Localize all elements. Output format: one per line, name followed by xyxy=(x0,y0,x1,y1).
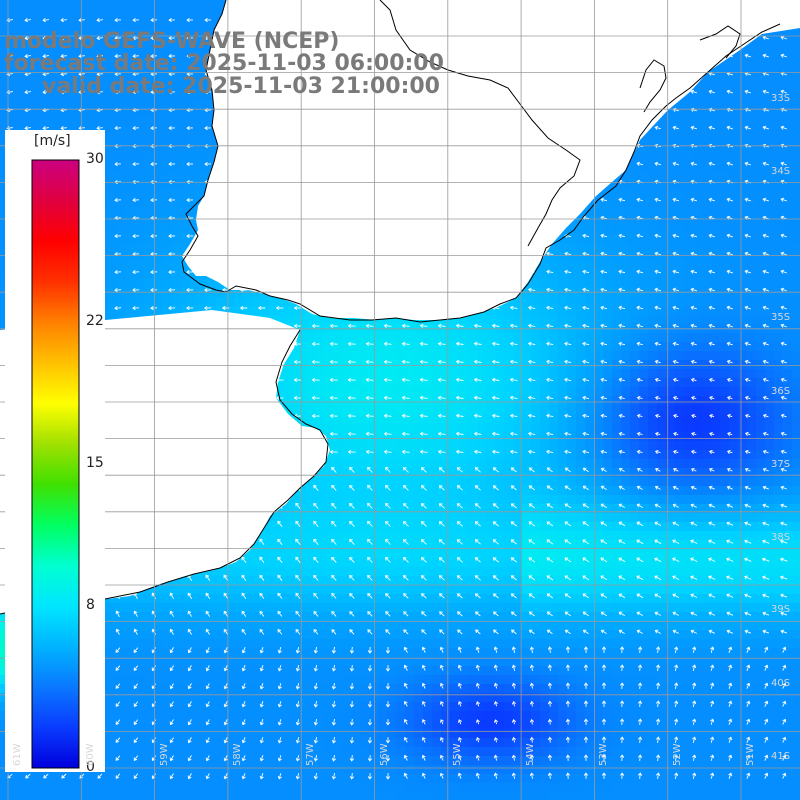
colorbar-tick-label: 0 xyxy=(86,759,95,775)
colorbar-tick-label: 22 xyxy=(86,313,104,330)
title-forecast-date: forecast date: 2025-11-03 06:00:00 xyxy=(4,51,444,76)
latitude-label: 39S xyxy=(771,604,791,615)
longitude-label: 59W xyxy=(158,743,170,766)
colorbar-tick-label: 15 xyxy=(86,455,104,471)
latitude-label: 40S xyxy=(771,678,791,689)
longitude-label: 54W xyxy=(525,743,537,766)
latitude-label: 41S xyxy=(771,751,791,762)
title-model: modelo GEFS-WAVE (NCEP) xyxy=(4,29,340,54)
longitude-label: 56W xyxy=(378,743,390,766)
longitude-label: 51W xyxy=(745,743,756,766)
colorbar-tick-label: 8 xyxy=(86,596,95,613)
longitude-label: 55W xyxy=(451,743,463,766)
colorbar-unit: [m/s] xyxy=(34,133,71,149)
longitude-label: 57W xyxy=(305,743,317,766)
latitude-label: 33S xyxy=(771,93,791,104)
latitude-label: 36S xyxy=(771,386,791,397)
colorbar-tick-label: 30 xyxy=(86,151,104,167)
uruguay-argentina-landmass xyxy=(0,0,800,320)
colorbar-ramp xyxy=(31,159,80,769)
longitude-label: 61W xyxy=(12,743,23,766)
lagoa-mirim-shore xyxy=(379,0,581,247)
uruguay-coastline xyxy=(181,0,781,323)
laguna-patos-shore xyxy=(639,25,741,113)
latitude-label: 35S xyxy=(771,312,791,323)
latitude-label: 37S xyxy=(771,459,791,470)
latitude-label: 34S xyxy=(771,166,791,177)
longitude-label: 52W xyxy=(671,743,683,766)
latitude-label: 38S xyxy=(771,532,791,543)
longitude-label: 60W xyxy=(85,743,97,766)
longitude-label: 53W xyxy=(598,743,610,766)
longitude-label: 58W xyxy=(231,743,243,766)
title-valid-date: valid date: 2025-11-03 21:00:00 xyxy=(42,74,440,99)
coastline xyxy=(0,0,781,615)
